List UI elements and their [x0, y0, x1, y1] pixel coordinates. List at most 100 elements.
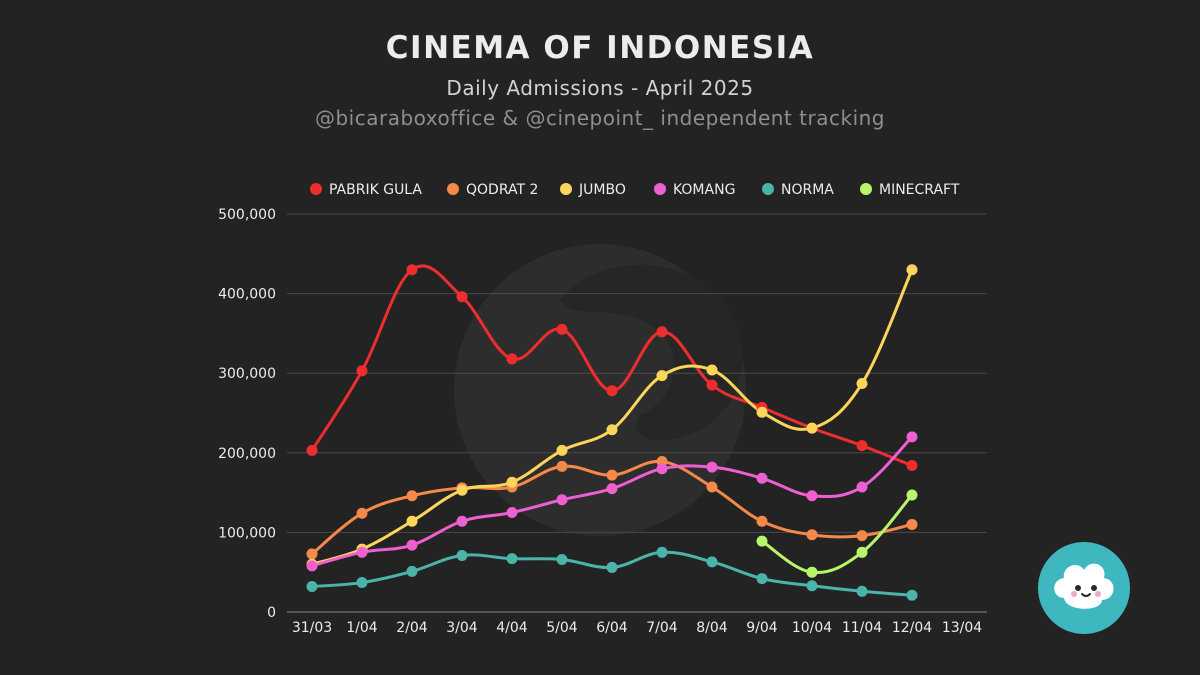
- data-point-qodrat-2[interactable]: [906, 518, 918, 530]
- series-line-minecraft: [760, 493, 914, 574]
- data-point-komang[interactable]: [906, 431, 918, 443]
- data-point-norma[interactable]: [406, 565, 418, 577]
- data-point-norma[interactable]: [606, 561, 618, 573]
- data-point-jumbo[interactable]: [606, 424, 618, 436]
- data-point-qodrat-2[interactable]: [856, 530, 868, 542]
- data-point-komang[interactable]: [706, 461, 718, 473]
- y-tick-label: 500,000: [218, 207, 276, 223]
- data-point-komang[interactable]: [306, 560, 318, 572]
- data-point-komang[interactable]: [406, 539, 418, 551]
- x-tick-label: 5/04: [546, 620, 578, 636]
- chart-subtitle: Daily Admissions - April 2025: [446, 76, 754, 100]
- legend-marker: [310, 183, 322, 195]
- x-tick-label: 7/04: [646, 620, 678, 636]
- data-point-jumbo[interactable]: [556, 444, 568, 456]
- legend-marker: [447, 183, 459, 195]
- data-point-pabrik-gula[interactable]: [306, 444, 318, 456]
- data-point-norma[interactable]: [656, 546, 668, 558]
- legend-label: PABRIK GULA: [329, 182, 422, 198]
- data-point-pabrik-gula[interactable]: [456, 291, 468, 303]
- x-tick-label: 1/04: [346, 620, 378, 636]
- data-point-pabrik-gula[interactable]: [506, 353, 518, 365]
- data-point-jumbo[interactable]: [756, 406, 768, 418]
- legend-label: MINECRAFT: [879, 182, 960, 198]
- legend-item[interactable]: QODRAT 2: [447, 182, 538, 198]
- chart-credit: @bicaraboxoffice & @cinepoint_ independe…: [314, 106, 885, 130]
- x-tick-label: 2/04: [396, 620, 428, 636]
- data-point-jumbo[interactable]: [506, 476, 518, 488]
- data-point-jumbo[interactable]: [706, 364, 718, 376]
- data-point-minecraft[interactable]: [806, 566, 818, 578]
- data-point-jumbo[interactable]: [906, 264, 918, 276]
- data-point-qodrat-2[interactable]: [706, 481, 718, 493]
- legend-item[interactable]: NORMA: [762, 182, 834, 198]
- data-point-norma[interactable]: [756, 573, 768, 585]
- data-point-komang[interactable]: [856, 481, 868, 493]
- legend-marker: [860, 183, 872, 195]
- data-point-qodrat-2[interactable]: [556, 460, 568, 472]
- legend-marker: [654, 183, 666, 195]
- data-point-minecraft[interactable]: [856, 546, 868, 558]
- data-point-pabrik-gula[interactable]: [556, 323, 568, 335]
- popcorn-mascot-icon: [1038, 542, 1130, 634]
- data-point-komang[interactable]: [606, 483, 618, 495]
- data-point-pabrik-gula[interactable]: [706, 379, 718, 391]
- y-tick-label: 200,000: [218, 446, 276, 462]
- data-point-norma[interactable]: [506, 553, 518, 565]
- chart-title: CINEMA OF INDONESIA: [385, 30, 815, 66]
- data-point-qodrat-2[interactable]: [806, 529, 818, 541]
- data-point-komang[interactable]: [506, 507, 518, 518]
- data-point-qodrat-2[interactable]: [756, 515, 768, 527]
- x-tick-label: 13/04: [942, 620, 982, 636]
- data-point-komang[interactable]: [756, 472, 768, 484]
- y-tick-label: 0: [267, 605, 276, 621]
- x-tick-label: 10/04: [792, 620, 832, 636]
- x-tick-label: 8/04: [696, 620, 728, 636]
- data-point-qodrat-2[interactable]: [356, 507, 368, 519]
- data-point-jumbo[interactable]: [456, 484, 468, 496]
- data-point-pabrik-gula[interactable]: [606, 385, 618, 397]
- x-tick-label: 6/04: [596, 620, 628, 636]
- data-point-komang[interactable]: [356, 546, 368, 558]
- data-point-pabrik-gula[interactable]: [656, 326, 668, 338]
- data-point-norma[interactable]: [706, 556, 718, 568]
- x-tick-label: 3/04: [446, 620, 478, 636]
- data-point-norma[interactable]: [356, 577, 368, 589]
- legend-item[interactable]: MINECRAFT: [860, 182, 960, 198]
- data-point-qodrat-2[interactable]: [406, 490, 418, 502]
- data-point-komang[interactable]: [456, 515, 468, 527]
- data-point-norma[interactable]: [806, 580, 818, 592]
- legend-label: JUMBO: [578, 182, 626, 198]
- legend-item[interactable]: PABRIK GULA: [310, 182, 422, 198]
- legend-item[interactable]: JUMBO: [560, 182, 626, 198]
- data-point-minecraft[interactable]: [756, 535, 768, 547]
- data-point-pabrik-gula[interactable]: [856, 440, 868, 452]
- legend-marker: [762, 183, 774, 195]
- data-point-norma[interactable]: [556, 553, 568, 565]
- data-point-jumbo[interactable]: [856, 378, 868, 390]
- x-tick-label: 9/04: [746, 620, 778, 636]
- x-tick-label: 12/04: [892, 620, 932, 636]
- data-point-pabrik-gula[interactable]: [906, 460, 918, 472]
- data-point-qodrat-2[interactable]: [306, 548, 318, 560]
- data-point-jumbo[interactable]: [656, 370, 668, 382]
- data-point-komang[interactable]: [806, 490, 818, 502]
- data-point-norma[interactable]: [856, 585, 868, 597]
- legend-marker: [560, 183, 572, 195]
- data-point-minecraft[interactable]: [906, 489, 918, 501]
- data-point-jumbo[interactable]: [806, 422, 818, 434]
- legend-label: KOMANG: [673, 182, 735, 198]
- data-point-jumbo[interactable]: [406, 515, 418, 527]
- data-point-pabrik-gula[interactable]: [406, 264, 418, 276]
- y-tick-label: 400,000: [218, 287, 276, 303]
- data-point-komang[interactable]: [556, 494, 568, 506]
- data-point-pabrik-gula[interactable]: [356, 365, 368, 377]
- data-point-komang[interactable]: [656, 463, 668, 475]
- x-tick-label: 4/04: [496, 620, 528, 636]
- data-point-norma[interactable]: [456, 549, 468, 561]
- legend-item[interactable]: KOMANG: [654, 182, 735, 198]
- data-point-norma[interactable]: [306, 581, 318, 593]
- data-point-norma[interactable]: [906, 589, 918, 601]
- data-point-qodrat-2[interactable]: [606, 469, 618, 481]
